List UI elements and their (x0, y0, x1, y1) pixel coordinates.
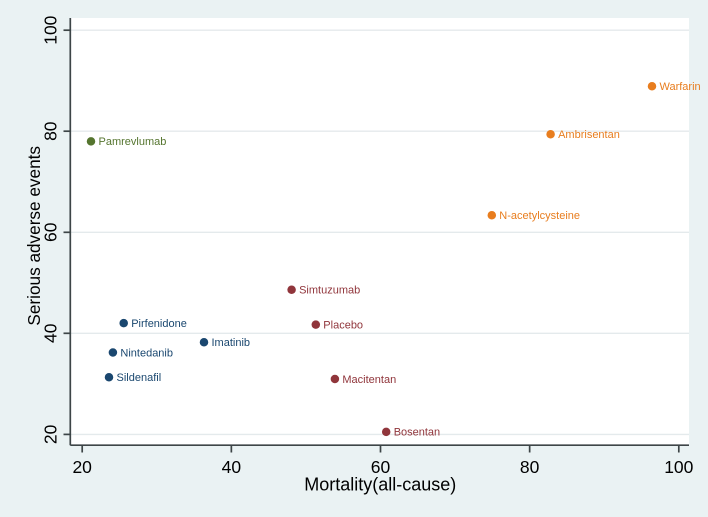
svg-text:20: 20 (72, 457, 92, 477)
svg-text:Macitentan: Macitentan (342, 374, 396, 386)
svg-text:Ambrisentan: Ambrisentan (558, 129, 620, 141)
svg-text:Simtuzumab: Simtuzumab (299, 285, 360, 297)
svg-text:Sildenafil: Sildenafil (117, 372, 162, 384)
svg-text:Warfarin: Warfarin (660, 81, 701, 93)
svg-text:40: 40 (40, 323, 60, 343)
svg-text:100: 100 (664, 457, 693, 477)
svg-text:100: 100 (40, 15, 60, 44)
svg-text:N-acetylcysteine: N-acetylcysteine (499, 210, 580, 222)
svg-text:40: 40 (222, 457, 242, 477)
svg-text:20: 20 (40, 424, 60, 444)
svg-text:Imatinib: Imatinib (212, 337, 251, 349)
svg-text:Mortality(all-cause): Mortality(all-cause) (304, 475, 456, 495)
svg-text:80: 80 (520, 457, 540, 477)
svg-text:60: 60 (40, 222, 60, 242)
svg-text:Bosentan: Bosentan (394, 427, 440, 439)
svg-text:Pamrevlumab: Pamrevlumab (99, 136, 167, 148)
svg-text:Pirfenidone: Pirfenidone (131, 318, 187, 330)
svg-text:Placebo: Placebo (323, 319, 363, 331)
svg-text:Serious adverse events: Serious adverse events (24, 146, 44, 326)
svg-text:Nintedanib: Nintedanib (120, 347, 173, 359)
svg-text:80: 80 (40, 121, 60, 141)
svg-text:60: 60 (371, 457, 391, 477)
